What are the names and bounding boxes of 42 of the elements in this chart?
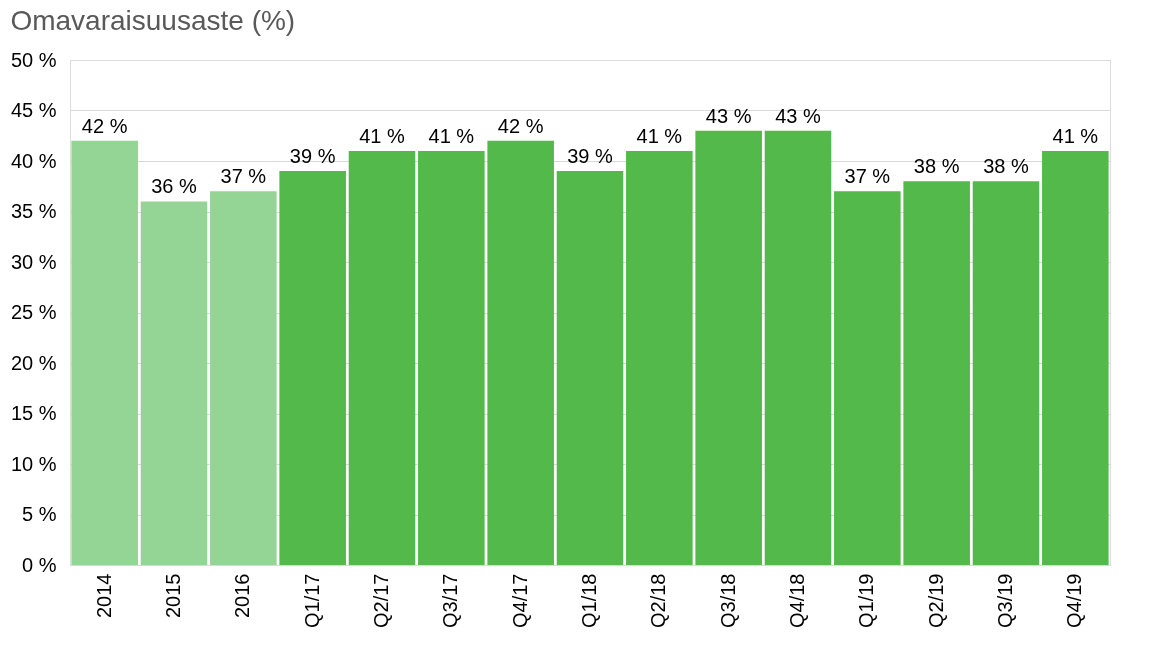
y-tick-label: 5 %: [22, 503, 57, 525]
y-tick-label: 45 %: [10, 99, 57, 121]
data-label: 41 %: [1052, 124, 1099, 147]
y-tick-label: 50 %: [10, 48, 57, 71]
x-tick-label: Q2/17: [370, 573, 392, 628]
y-tick-label: 10 %: [10, 452, 57, 475]
data-label: 37 %: [844, 165, 891, 188]
x-tick-label: Q4/19: [1063, 573, 1086, 628]
data-label: 43 %: [705, 104, 752, 127]
y-tick-label: 20 %: [10, 351, 57, 374]
data-label: 43 %: [775, 104, 822, 127]
x-tick-label: Q4/18: [786, 573, 808, 628]
x-tick-label: 2015: [162, 573, 184, 618]
data-label: 41 %: [359, 124, 406, 147]
data-label: 36 %: [151, 175, 198, 198]
y-tick-label: 40 %: [10, 149, 57, 172]
data-label: 42 %: [81, 114, 128, 137]
y-tick-label: 35 %: [10, 200, 57, 222]
x-tick-label: 2014: [92, 573, 115, 618]
y-tick-label: 15 %: [10, 402, 57, 424]
y-tick-label: 0 %: [22, 553, 57, 576]
data-label: 42 %: [497, 114, 544, 137]
data-label: 37 %: [220, 165, 267, 188]
data-label: 38 %: [983, 155, 1030, 178]
y-tick-label: 25 %: [10, 301, 57, 323]
chart-title: Omavaraisuusaste (%): [10, 5, 296, 36]
data-label: 41 %: [636, 124, 683, 147]
x-tick-label: 2016: [231, 573, 254, 618]
x-tick-label: Q2/18: [647, 573, 670, 628]
data-label: 41 %: [428, 124, 475, 147]
x-tick-label: Q2/19: [924, 573, 947, 628]
x-tick-label: Q1/19: [855, 573, 878, 628]
data-label: 39 %: [567, 145, 614, 168]
x-tick-label: Q4/17: [508, 573, 531, 628]
data-label: 38 %: [913, 155, 960, 178]
x-tick-label: Q1/17: [300, 573, 323, 628]
y-tick-label: 30 %: [10, 250, 57, 273]
x-tick-label: Q3/17: [439, 573, 462, 628]
x-tick-label: Q3/18: [716, 573, 739, 628]
data-label: 39 %: [289, 145, 336, 168]
x-tick-label: Q3/19: [994, 573, 1016, 628]
x-tick-label: Q1/18: [578, 573, 600, 628]
